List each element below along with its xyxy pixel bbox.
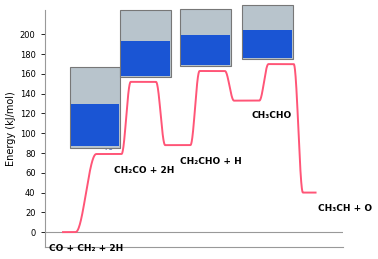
Text: CH₂CHO + H: CH₂CHO + H: [180, 157, 242, 166]
Bar: [121, 10, 171, 77]
Bar: [181, 35, 229, 65]
Bar: [71, 104, 119, 147]
Bar: [242, 5, 293, 59]
Bar: [121, 41, 170, 76]
Text: 79: 79: [104, 143, 114, 152]
Bar: [70, 67, 121, 148]
Bar: [243, 30, 291, 58]
Text: CH₃CH + O: CH₃CH + O: [318, 204, 372, 213]
Text: CO + CH₂ + 2H: CO + CH₂ + 2H: [49, 244, 124, 253]
Text: 39: 39: [276, 53, 287, 62]
Y-axis label: Energy (kJ/mol): Energy (kJ/mol): [6, 91, 15, 166]
Text: 38: 38: [207, 60, 218, 69]
Text: CH₂CO + 2H: CH₂CO + 2H: [113, 166, 174, 175]
Text: 92: 92: [138, 71, 149, 80]
Text: CH₃CHO: CH₃CHO: [251, 111, 291, 120]
Bar: [180, 9, 231, 66]
